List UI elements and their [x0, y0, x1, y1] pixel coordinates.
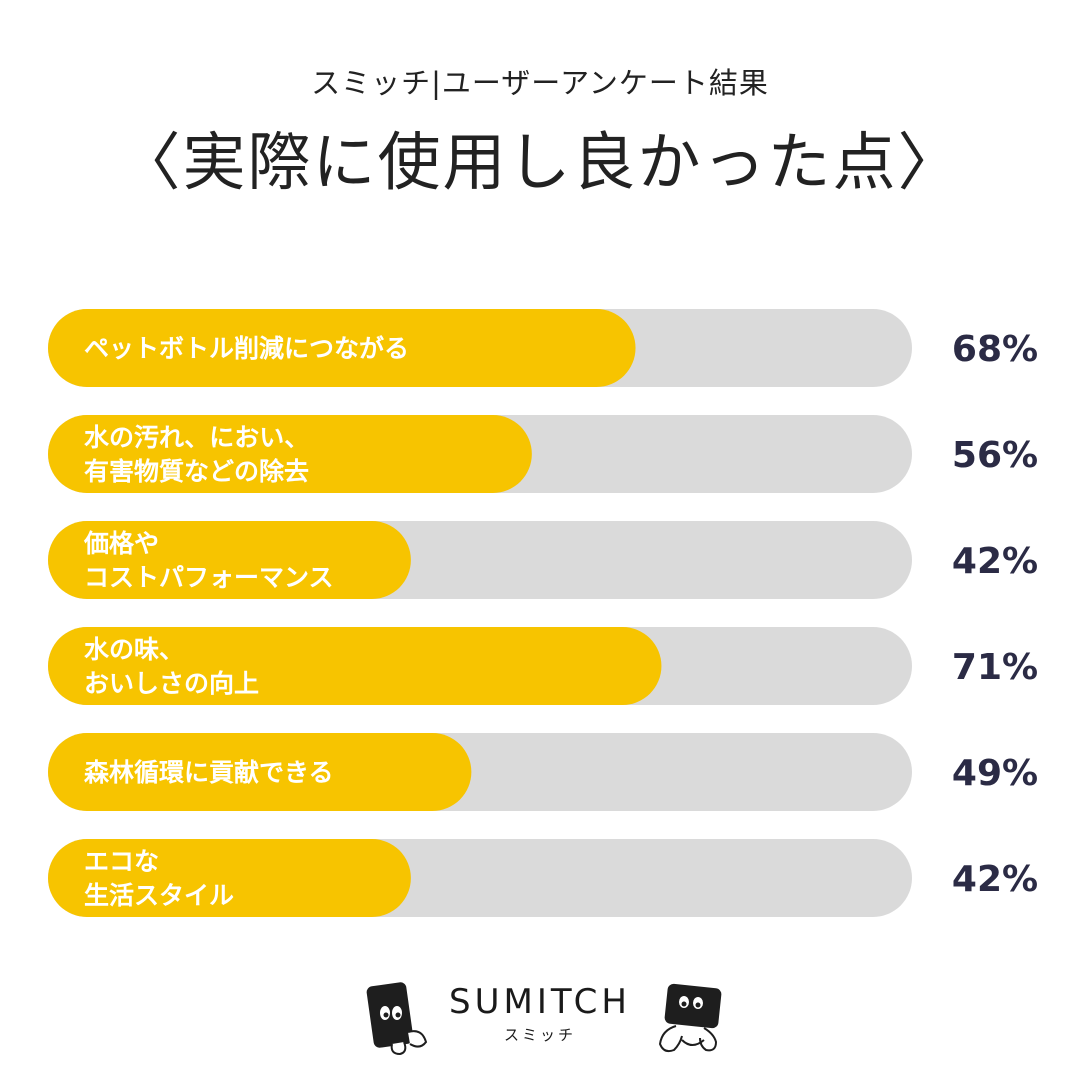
- bar: [48, 839, 411, 917]
- category-label: 価格や: [83, 529, 159, 558]
- mascot-right-icon: [658, 983, 722, 1053]
- brand-logo: SUMITCH スミッチ: [0, 982, 1080, 1045]
- bar: [48, 309, 636, 387]
- mascot-left-icon: [366, 982, 428, 1056]
- bar: [48, 521, 411, 599]
- brand-subname: スミッチ: [503, 1026, 576, 1044]
- category-label: 水の汚れ、におい、: [84, 423, 309, 452]
- category-label: エコな: [84, 847, 159, 876]
- value-label: 68%: [952, 329, 1038, 370]
- value-label: 42%: [952, 541, 1038, 582]
- value-label: 49%: [952, 753, 1038, 794]
- value-label: 56%: [952, 435, 1038, 476]
- bar: [48, 733, 472, 811]
- category-label: 生活スタイル: [84, 881, 234, 910]
- value-label: 71%: [952, 647, 1038, 688]
- survey-subtitle: スミッチ|ユーザーアンケート結果: [311, 66, 769, 100]
- bar: [48, 627, 662, 705]
- category-label: ペットボトル削減につながる: [84, 334, 409, 363]
- category-label: おいしさの向上: [84, 669, 259, 698]
- brand-name: SUMITCH: [449, 982, 631, 1022]
- page-title: 〈実際に使用し良かった点〉: [117, 126, 963, 199]
- bar: [48, 415, 532, 493]
- value-label: 42%: [952, 859, 1038, 900]
- category-label: 有害物質などの除去: [84, 457, 309, 486]
- category-label: 森林循環に貢献できる: [84, 758, 334, 787]
- category-label: コストパフォーマンス: [84, 563, 334, 592]
- category-label: 水の味、: [84, 635, 184, 664]
